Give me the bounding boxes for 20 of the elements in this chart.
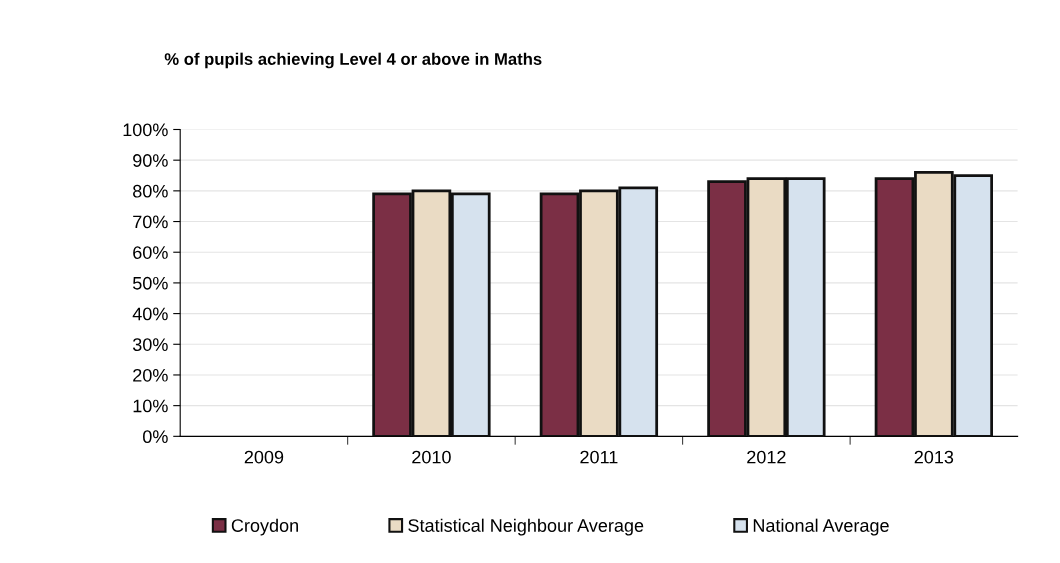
y-tick-label: 100% [123, 123, 168, 137]
y-tick-label: 0% [143, 430, 168, 444]
x-tick-label: 2013 [914, 450, 954, 464]
legend-label: Statistical Neighbour Average [408, 518, 644, 536]
x-tick-label: 2011 [580, 450, 618, 464]
legend-label: Croydon [231, 518, 298, 536]
chart-title: % of pupils achieving Level 4 or above in Maths [164, 52, 542, 69]
y-tick-label: 30% [132, 338, 168, 351]
y-tick-label: 50% [132, 276, 168, 290]
y-tick-label: 60% [133, 246, 168, 259]
y-tick-label: 70% [133, 215, 168, 229]
y-tick-label: 40% [132, 307, 168, 321]
y-tick-label: 90% [133, 154, 168, 167]
y-tick-label: 10% [133, 399, 168, 413]
legend-label: National Average [753, 518, 889, 536]
x-tick-label: 2012 [747, 450, 786, 464]
y-tick-label: 20% [133, 368, 168, 382]
x-tick-label: 2010 [412, 450, 451, 464]
x-tick-label: 2009 [244, 450, 284, 464]
y-tick-label: 80% [133, 184, 168, 198]
